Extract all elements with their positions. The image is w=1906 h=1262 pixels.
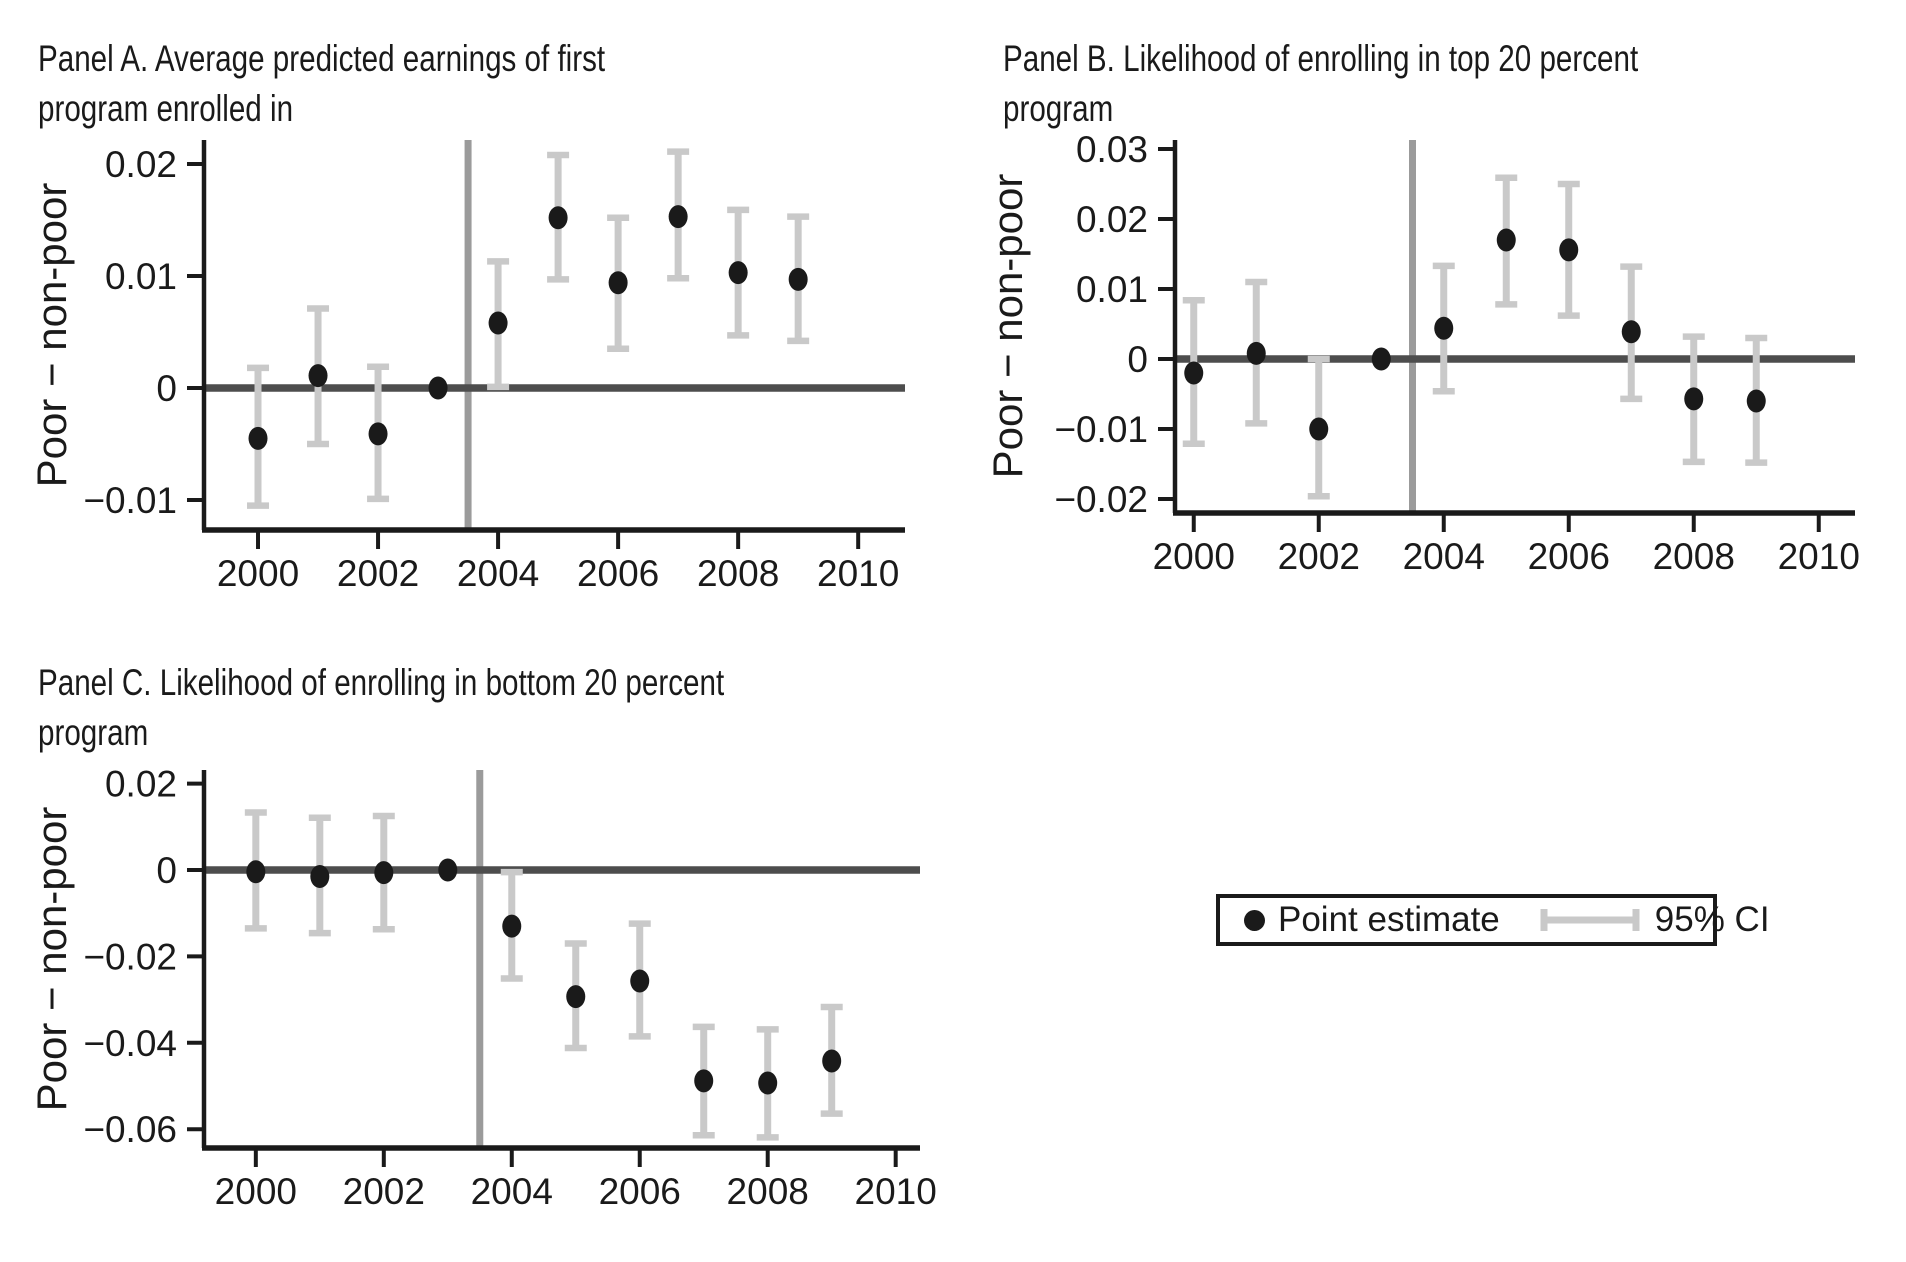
data-point <box>1684 387 1704 411</box>
data-point <box>1746 389 1766 413</box>
panel-b: Panel B. Likelihood of enrolling in top … <box>960 0 1906 618</box>
data-point <box>1434 316 1454 340</box>
data-point <box>822 1049 842 1073</box>
y-tick-label: 0.02 <box>105 144 177 185</box>
panel-b-title: Panel B. Likelihood of enrolling in top … <box>1003 34 1638 134</box>
data-point <box>438 858 458 882</box>
y-tick-label: 0 <box>1127 339 1148 380</box>
data-point <box>1246 341 1266 365</box>
y-tick-label: −0.02 <box>83 936 177 977</box>
data-point <box>488 311 508 335</box>
y-axis-label: Poor − non-poor <box>28 183 75 488</box>
y-tick-label: 0.03 <box>1076 129 1148 170</box>
y-tick-label: 0 <box>156 850 177 891</box>
x-tick-label: 2004 <box>471 1171 553 1212</box>
y-axis-label: Poor − non-poor <box>28 807 75 1112</box>
data-point <box>248 426 268 450</box>
x-tick-label: 2008 <box>1653 536 1735 577</box>
point-estimate-marker <box>1244 909 1265 931</box>
data-point <box>1559 238 1579 262</box>
x-tick-label: 2010 <box>1778 536 1860 577</box>
y-tick-label: 0.01 <box>105 256 177 297</box>
y-tick-label: 0.01 <box>1076 269 1148 310</box>
panel-a-title-line1: Panel A. Average predicted earnings of f… <box>38 38 606 79</box>
x-tick-label: 2008 <box>697 553 779 594</box>
x-tick-label: 2006 <box>577 553 659 594</box>
x-tick-label: 2010 <box>855 1171 937 1212</box>
x-tick-label: 2006 <box>1528 536 1610 577</box>
panel-a-title-line2: program enrolled in <box>38 88 294 129</box>
x-tick-label: 2002 <box>1278 536 1360 577</box>
data-point <box>1184 361 1204 385</box>
x-tick-label: 2004 <box>1403 536 1485 577</box>
panel-c-title-line1: Panel C. Likelihood of enrolling in bott… <box>38 662 725 703</box>
data-point <box>1621 320 1641 344</box>
y-tick-label: 0.02 <box>105 764 177 805</box>
y-tick-label: −0.01 <box>1054 409 1148 450</box>
legend-ci-label: 95% CI <box>1654 900 1770 939</box>
legend: Point estimate 95% CI <box>1216 894 1770 946</box>
data-point <box>368 422 388 446</box>
x-tick-label: 2000 <box>217 553 299 594</box>
x-tick-label: 2006 <box>599 1171 681 1212</box>
data-point <box>758 1071 778 1095</box>
x-tick-label: 2000 <box>215 1171 297 1212</box>
ci-marker <box>1540 909 1640 931</box>
data-point <box>1371 347 1391 371</box>
data-point <box>1309 417 1329 441</box>
data-point <box>310 864 330 888</box>
data-point <box>1496 228 1516 252</box>
x-tick-label: 2002 <box>343 1171 425 1212</box>
data-point <box>788 267 808 291</box>
y-tick-label: −0.06 <box>83 1109 177 1150</box>
panel-c-plot: 0.02 0 −0.02 −0.04 −0.06 2000 2002 2004 2006 2008… <box>28 764 937 1212</box>
y-tick-label: −0.04 <box>83 1023 177 1064</box>
data-point <box>566 985 586 1009</box>
data-point <box>246 860 266 884</box>
y-axis-label: Poor − non-poor <box>984 174 1031 479</box>
y-tick-label: −0.01 <box>83 480 177 521</box>
data-point <box>728 261 748 285</box>
panel-b-title-line2: program <box>1003 88 1114 129</box>
data-point <box>608 271 628 295</box>
data-point <box>374 861 394 885</box>
data-point <box>668 205 688 229</box>
data-point <box>502 914 522 938</box>
panel-c-title: Panel C. Likelihood of enrolling in bott… <box>38 658 724 758</box>
panel-a-title: Panel A. Average predicted earnings of f… <box>38 34 605 134</box>
x-tick-label: 2008 <box>727 1171 809 1212</box>
panel-c: Panel C. Likelihood of enrolling in bott… <box>0 618 960 1262</box>
x-tick-label: 2002 <box>337 553 419 594</box>
y-tick-label: 0.02 <box>1076 199 1148 240</box>
x-tick-label: 2004 <box>457 553 539 594</box>
panel-a: Panel A. Average predicted earnings of f… <box>0 0 960 618</box>
data-point <box>308 364 328 388</box>
panel-b-title-line1: Panel B. Likelihood of enrolling in top … <box>1003 38 1639 79</box>
data-point <box>428 376 448 400</box>
x-tick-label: 2010 <box>817 553 899 594</box>
legend-point-label: Point estimate <box>1278 900 1500 939</box>
panel-a-plot: 0.02 0.01 0 −0.01 2000 2002 2004 2006 2008 2010 Po… <box>28 140 905 594</box>
data-point <box>630 969 650 993</box>
y-tick-label: 0 <box>156 368 177 409</box>
panel-c-title-line2: program <box>38 712 149 753</box>
data-point <box>548 206 568 230</box>
y-tick-label: −0.02 <box>1054 479 1148 520</box>
data-point <box>694 1069 714 1093</box>
x-tick-label: 2000 <box>1153 536 1235 577</box>
